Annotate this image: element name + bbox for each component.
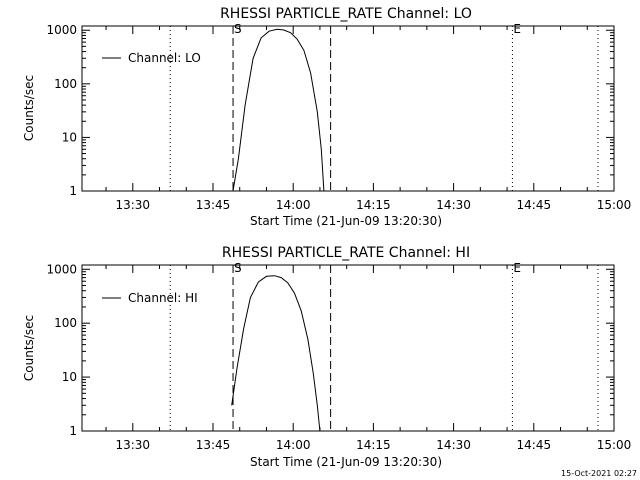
annotation-label: S xyxy=(234,22,242,36)
annotation-label: S xyxy=(234,261,242,275)
x-tick-label: 13:30 xyxy=(115,438,150,452)
x-tick-label: 15:00 xyxy=(597,438,632,452)
y-axis-label: Counts/sec xyxy=(22,75,36,141)
y-tick-label: 1 xyxy=(69,184,77,198)
y-tick-label: 1 xyxy=(69,424,77,438)
plot-frame xyxy=(81,25,615,192)
y-ticks: 1 10 100 1000 xyxy=(46,262,614,438)
x-tick-label: 14:00 xyxy=(276,438,311,452)
legend-entry: Channel: LO xyxy=(128,51,201,65)
series xyxy=(231,275,321,432)
series-line xyxy=(231,275,321,432)
series xyxy=(232,28,325,192)
chart-title: RHESSI PARTICLE_RATE Channel: LO xyxy=(220,6,472,22)
y-tick-label: 10 xyxy=(62,130,77,144)
x-ticks: 13:30 13:45 14:00 14:15 14:30 14:45 15:00 xyxy=(105,265,632,452)
chart-title: RHESSI PARTICLE_RATE Channel: HI xyxy=(222,245,470,261)
series-line xyxy=(232,28,325,192)
y-axis-label: Counts/sec xyxy=(22,315,36,381)
y-tick-label: 1000 xyxy=(46,262,77,276)
x-tick-label: 14:15 xyxy=(356,198,391,212)
x-tick-label: 14:15 xyxy=(356,438,391,452)
y-tick-label: 1000 xyxy=(46,23,77,37)
vlines xyxy=(169,265,599,431)
x-axis-label: Start Time (21-Jun-09 13:20:30) xyxy=(250,214,442,228)
y-tick-label: 100 xyxy=(54,77,77,91)
x-tick-label: 14:45 xyxy=(517,438,552,452)
x-axis-label: Start Time (21-Jun-09 13:20:30) xyxy=(250,455,442,469)
x-tick-label: 14:30 xyxy=(436,438,471,452)
annotation-label: E xyxy=(513,261,521,275)
plot-frame xyxy=(81,264,615,432)
plot-timestamp: 15-Oct-2021 02:27 xyxy=(561,469,637,478)
x-tick-label: 14:45 xyxy=(517,198,552,212)
legend-entry: Channel: HI xyxy=(128,291,198,305)
legend: Channel: LO xyxy=(102,51,201,65)
y-tick-label: 10 xyxy=(62,370,77,384)
x-tick-label: 14:00 xyxy=(276,198,311,212)
vlines xyxy=(169,26,599,191)
y-ticks: 1 10 100 1000 xyxy=(46,23,614,198)
x-tick-label: 14:30 xyxy=(436,198,471,212)
x-ticks: 13:30 13:45 14:00 14:15 14:30 14:45 15:00 xyxy=(105,26,632,212)
x-tick-label: 13:45 xyxy=(196,438,231,452)
x-tick-label: 13:30 xyxy=(115,198,150,212)
y-tick-label: 100 xyxy=(54,316,77,330)
legend: Channel: HI xyxy=(102,291,198,305)
x-tick-label: 13:45 xyxy=(196,198,231,212)
annotation-label: E xyxy=(513,22,521,36)
x-tick-label: 15:00 xyxy=(597,198,632,212)
